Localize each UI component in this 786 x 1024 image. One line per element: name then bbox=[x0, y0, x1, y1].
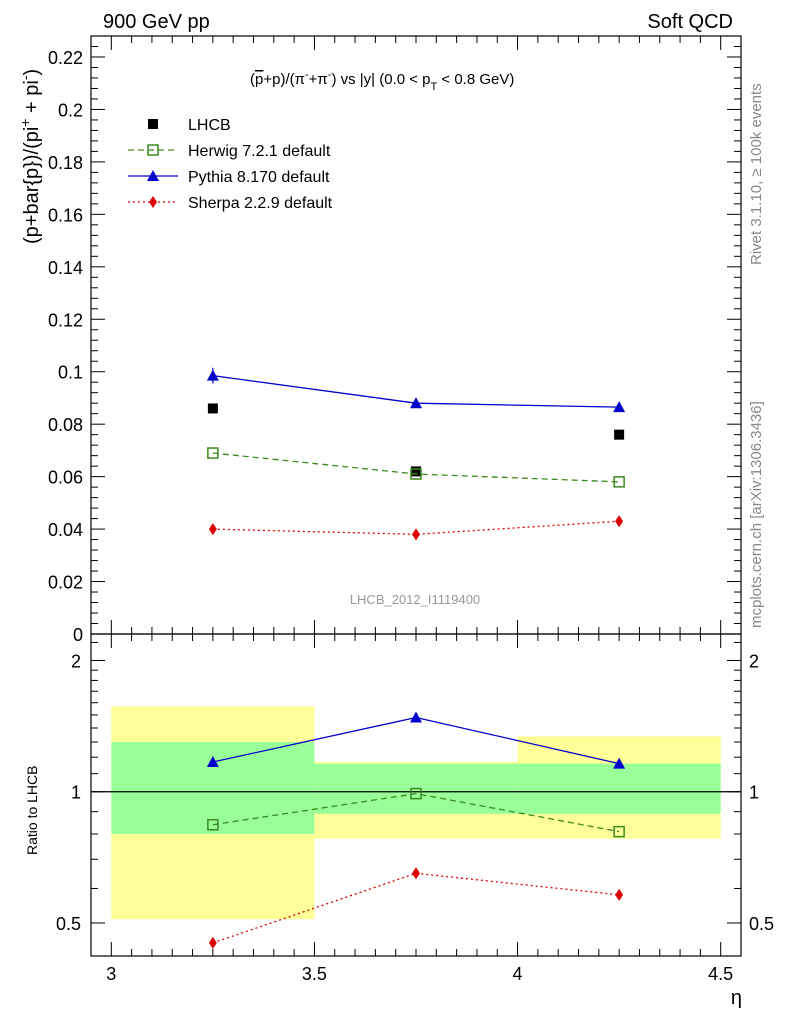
ratio-series-point-1-2 bbox=[613, 757, 626, 769]
ratio-y-tick-label-right: 2 bbox=[749, 651, 759, 671]
legend-label-2: Pythia 8.170 default bbox=[188, 169, 330, 186]
ratio-series-point-2-0 bbox=[208, 936, 217, 949]
ratio-series-point-0-1 bbox=[410, 787, 422, 800]
ratio-y-tick-label-right: 0.5 bbox=[749, 914, 774, 934]
legend-marker-2 bbox=[147, 170, 159, 181]
ratio-series-point-0-0 bbox=[207, 818, 219, 831]
header-right: Soft QCD bbox=[647, 11, 733, 33]
ratio-series-point-0-2 bbox=[613, 825, 625, 838]
main-y-tick-label: 0.12 bbox=[48, 310, 83, 330]
main-series-point-1-1 bbox=[410, 468, 422, 480]
main-y-tick-label: 0.08 bbox=[48, 415, 83, 435]
main-y-label: (p+bar{p})/(pi+ + pi-) bbox=[17, 69, 43, 244]
ratio-series-point-2-1 bbox=[412, 867, 420, 880]
main-y-tick-label: 0.06 bbox=[48, 468, 83, 488]
legend-label-1: Herwig 7.2.1 default bbox=[188, 143, 331, 160]
main-series-point-3-1 bbox=[412, 528, 420, 541]
main-series-point-3-0 bbox=[208, 523, 217, 536]
ratio-series-line-2 bbox=[212, 872, 620, 944]
ratio-y-tick-label-left: 1 bbox=[71, 783, 81, 803]
x-axis-label: η bbox=[731, 987, 742, 1009]
main-series-point-3-2 bbox=[615, 515, 624, 528]
x-tick-label: 3.5 bbox=[302, 964, 327, 984]
analysis-watermark: LHCB_2012_I1119400 bbox=[350, 592, 480, 607]
main-series-point-0-2 bbox=[614, 429, 625, 440]
ratio-series-point-1-0 bbox=[206, 755, 219, 767]
ratio-series-point-1-1 bbox=[410, 711, 422, 723]
main-series-line-1 bbox=[212, 452, 620, 483]
main-series-point-0-0 bbox=[207, 403, 218, 414]
ratio-series-line-0 bbox=[212, 792, 620, 833]
main-series-point-0-1 bbox=[411, 466, 421, 477]
main-series-point-1-2 bbox=[613, 476, 625, 488]
main-y-tick-label: 0.22 bbox=[48, 48, 83, 68]
legend-marker-1 bbox=[147, 144, 159, 156]
main-y-tick-label: 0.02 bbox=[48, 573, 83, 593]
ratio-y-tick-label-right: 1 bbox=[749, 783, 759, 803]
ratio-series-point-2-2 bbox=[615, 888, 624, 901]
main-y-tick-label: 0.16 bbox=[48, 205, 83, 225]
ratio-y-tick-label-left: 0.5 bbox=[56, 914, 81, 934]
uncertainty-band-green-2 bbox=[517, 763, 721, 814]
header-left: 900 GeV pp bbox=[103, 11, 210, 33]
main-series-point-1-0 bbox=[207, 447, 219, 459]
main-y-tick-label: 0 bbox=[73, 625, 83, 645]
main-title: (p+p)/(π-+π-) vs |y| (0.0 < pT < 0.8 GeV… bbox=[250, 69, 514, 93]
main-y-tick-label: 0.14 bbox=[48, 258, 83, 278]
x-tick-label: 4.5 bbox=[708, 964, 733, 984]
main-y-tick-label: 0.04 bbox=[48, 520, 83, 540]
ratio-y-tick-label-left: 2 bbox=[71, 651, 81, 671]
legend-label-3: Sherpa 2.2.9 default bbox=[188, 195, 333, 212]
source-label: mcplots.cern.ch [arXiv:1306.3436] bbox=[748, 401, 765, 628]
rivet-label: Rivet 3.1.10, ≥ 100k events bbox=[748, 83, 765, 265]
legend-marker-0 bbox=[148, 119, 158, 129]
main-y-tick-label: 0.2 bbox=[58, 100, 83, 120]
main-y-tick-label: 0.1 bbox=[58, 363, 83, 383]
legend-marker-3 bbox=[149, 196, 157, 208]
x-tick-label: 3 bbox=[106, 964, 116, 984]
main-series-point-2-2 bbox=[613, 401, 626, 413]
main-series-point-2-1 bbox=[410, 397, 422, 409]
ratio-y-label: Ratio to LHCB bbox=[24, 766, 40, 855]
main-y-tick-label: 0.18 bbox=[48, 153, 83, 173]
legend-label-0: LHCB bbox=[188, 117, 231, 134]
x-tick-label: 4 bbox=[513, 964, 523, 984]
